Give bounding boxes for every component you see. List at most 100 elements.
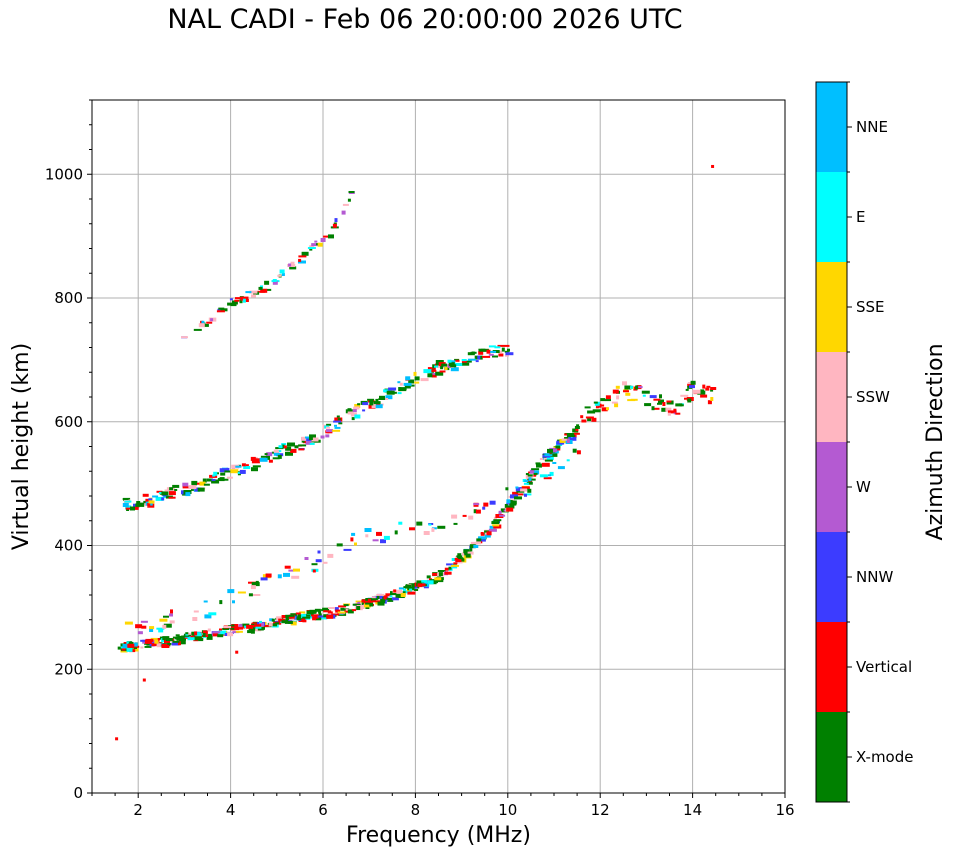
echo-point (159, 618, 168, 622)
echo-point (294, 445, 299, 449)
echo-point (140, 646, 144, 649)
echo-point (331, 613, 340, 616)
echo-point (133, 503, 136, 507)
echo-point (356, 605, 365, 609)
echo-point (291, 575, 300, 579)
echo-point (334, 424, 337, 427)
echo-point (478, 349, 486, 352)
echo-point (411, 585, 415, 589)
echo-point (318, 613, 322, 617)
echo-point (566, 433, 575, 437)
echo-point (262, 624, 270, 627)
echo-point (585, 416, 594, 419)
echo-point (409, 527, 415, 531)
echo-point (635, 385, 639, 390)
echo-point (448, 362, 455, 367)
echo-point (181, 635, 186, 638)
echo-point (549, 447, 558, 452)
y-tick-label: 0 (73, 784, 83, 802)
echo-point (252, 465, 261, 468)
echo-point (288, 263, 292, 267)
echo-point (288, 569, 295, 572)
colorbar: X-mode Vertical NNW W SSW SSE E NNE (815, 81, 913, 803)
echo-point (277, 574, 282, 579)
echo-point (203, 600, 208, 603)
echo-point (239, 299, 243, 304)
echo-point (149, 626, 155, 630)
echo-point (326, 423, 332, 426)
echo-point (332, 223, 337, 228)
echo-point (611, 401, 618, 404)
echo-point (168, 496, 176, 499)
echo-point (375, 398, 379, 403)
echo-point (417, 583, 426, 587)
echo-point (231, 464, 240, 469)
echo-point (376, 531, 382, 536)
echo-point (258, 286, 263, 290)
echo-point (271, 451, 275, 454)
echo-point (673, 408, 677, 413)
echo-point (373, 401, 381, 405)
echo-point (311, 437, 319, 442)
echo-point (222, 628, 230, 630)
echo-point (142, 493, 149, 497)
echo-point (486, 349, 491, 354)
echo-point (653, 398, 661, 401)
echo-point (231, 624, 235, 627)
echo-point (276, 616, 283, 621)
echo-point (399, 382, 403, 386)
echo-point (414, 381, 420, 384)
echo-point (414, 586, 418, 589)
echo-point (469, 544, 476, 549)
x-tick-label: 6 (318, 801, 328, 819)
echo-point (290, 614, 295, 617)
echo-point (576, 424, 580, 428)
echo-point (202, 630, 208, 635)
echo-point (302, 618, 307, 623)
echo-point (140, 620, 148, 623)
echo-point (503, 509, 507, 512)
echo-point (298, 448, 305, 451)
echo-point (666, 400, 672, 403)
echo-point (287, 442, 295, 447)
echo-point (250, 585, 256, 590)
echo-point (710, 388, 714, 392)
echo-point (692, 389, 701, 394)
echo-point (488, 528, 497, 532)
echo-point (247, 630, 252, 634)
echo-point (266, 455, 270, 460)
echo-point (432, 364, 436, 369)
echo-point (536, 463, 542, 468)
echo-point (624, 385, 632, 390)
echo-point (162, 636, 170, 641)
echo-point (431, 367, 436, 372)
echo-point (434, 365, 438, 368)
echo-point (497, 344, 502, 347)
echo-point (455, 359, 460, 362)
echo-point (482, 355, 491, 358)
echo-point (710, 397, 714, 401)
echo-point (385, 593, 392, 597)
echo-point (323, 610, 332, 613)
echo-point (305, 440, 312, 445)
echo-point (394, 530, 398, 535)
echo-point (458, 555, 462, 560)
echo-point (702, 384, 706, 389)
echo-point (430, 579, 438, 584)
echo-point (298, 258, 302, 262)
echo-point (410, 384, 415, 387)
echo-point (309, 245, 315, 248)
echo-point (285, 446, 292, 451)
echo-point (167, 642, 172, 645)
echo-point (137, 631, 143, 635)
echo-point (227, 589, 235, 594)
echo-point (230, 303, 237, 307)
echo-point (622, 381, 627, 386)
echo-point (202, 633, 206, 637)
echo-point (489, 525, 496, 529)
echo-point (278, 618, 286, 622)
echo-point (379, 595, 384, 599)
echo-point (483, 502, 489, 507)
echo-point (351, 532, 356, 536)
